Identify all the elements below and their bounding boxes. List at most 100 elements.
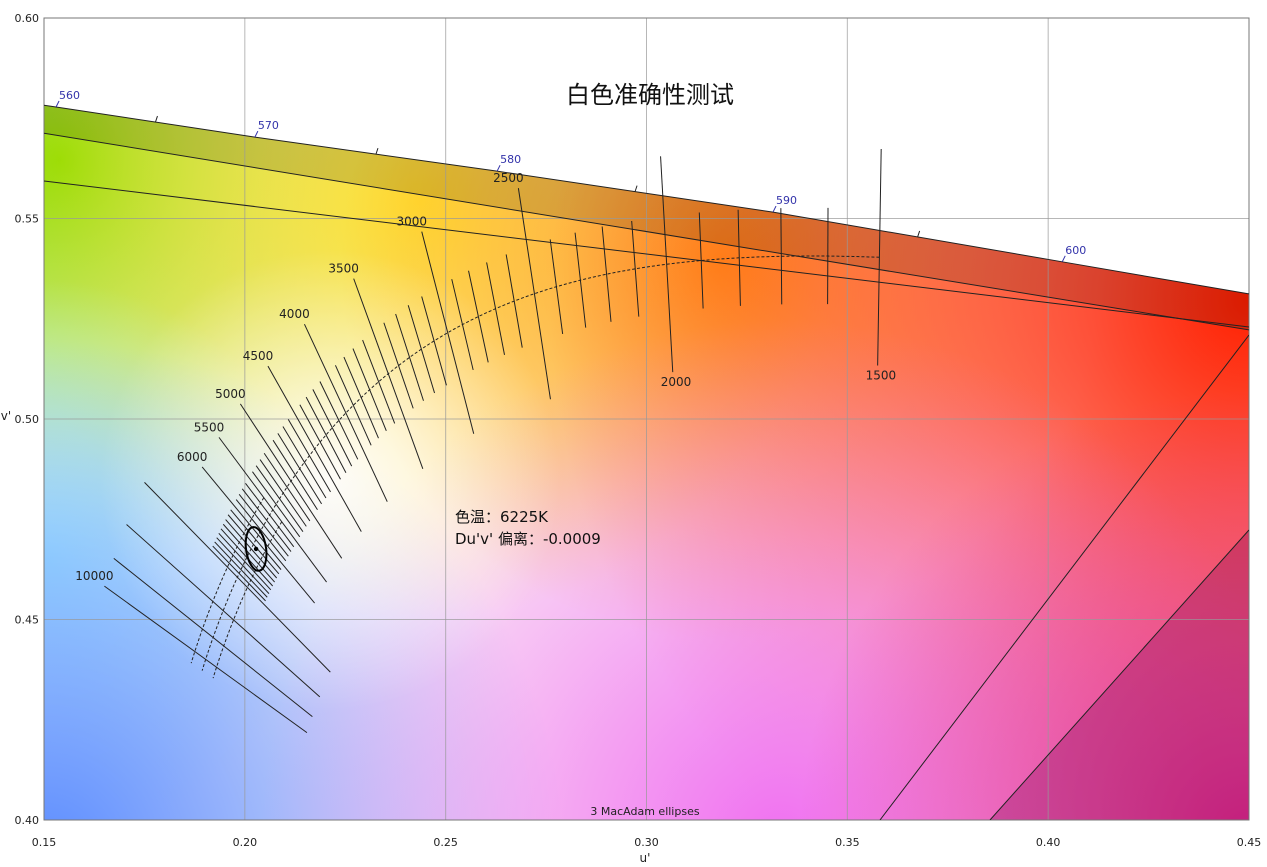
isotherm-line xyxy=(126,524,321,698)
footer-label: 3 MacAdam ellipses xyxy=(590,805,699,818)
boundary-line xyxy=(44,180,1249,328)
isotherm-line xyxy=(517,188,551,400)
isotherm-line xyxy=(104,585,308,734)
isotherm-line xyxy=(631,220,640,317)
isotherm-line xyxy=(877,149,882,366)
line-of-constant-hue xyxy=(44,132,1249,331)
isotherm-line xyxy=(601,226,612,322)
isotherm-line xyxy=(549,239,564,334)
wavelength-tick xyxy=(1061,255,1066,263)
isotherm-line xyxy=(305,396,347,473)
isotherm-line xyxy=(353,278,424,469)
isotherm-line xyxy=(230,509,282,570)
isotherm-line xyxy=(201,466,315,604)
isotherm-line xyxy=(486,262,505,355)
duv-tolerance-curve xyxy=(212,521,283,679)
chart-title: 白色准确性测试 xyxy=(566,81,734,109)
isotherm-line xyxy=(113,557,313,718)
wavelength-label: 600 xyxy=(1065,244,1086,257)
isotherm-line xyxy=(212,545,266,602)
y-axis-label: v' xyxy=(1,409,11,423)
cct-label: 5500 xyxy=(194,420,225,434)
y-tick-label: 0.45 xyxy=(15,614,40,627)
wavelength-tick xyxy=(55,100,60,108)
isotherm-line xyxy=(235,499,287,562)
wavelength-label: 570 xyxy=(258,119,279,132)
isotherm-line xyxy=(241,488,292,552)
duv-annotation: Du'v' 偏离：-0.0009 xyxy=(455,530,601,548)
axes: 0.15 0.20 0.25 0.30 0.35 0.40 0.45 0.40 0.45 0.50… xyxy=(15,12,1262,849)
isotherm-line xyxy=(272,439,318,511)
x-tick-label: 0.45 xyxy=(1237,836,1262,849)
isotherm-line xyxy=(255,465,304,532)
macadam-ellipse xyxy=(244,526,268,572)
cct-label: 3000 xyxy=(396,215,427,229)
isotherm-line xyxy=(362,339,396,424)
isotherm-line xyxy=(144,482,331,673)
x-axis-label: u' xyxy=(640,851,651,865)
wavelength-tick xyxy=(772,205,777,213)
isotherm-line xyxy=(303,323,388,502)
isotherm-line xyxy=(282,426,327,499)
isotherm-line xyxy=(259,459,307,527)
wavelength-label: 560 xyxy=(59,89,80,102)
isotherm-line xyxy=(383,322,414,409)
boundary-line xyxy=(879,334,1249,820)
isotherm-line xyxy=(319,381,359,460)
x-tick-label: 0.20 xyxy=(233,836,258,849)
isotherm-line xyxy=(780,208,783,305)
cct-label: 2000 xyxy=(661,375,692,389)
x-tick-label: 0.15 xyxy=(32,836,57,849)
isotherm-line xyxy=(312,389,353,467)
planckian-curve xyxy=(201,255,880,671)
isotherm-line xyxy=(252,471,301,538)
isotherm-line xyxy=(238,493,289,557)
isotherm-line xyxy=(277,433,323,505)
cct-label: 10000 xyxy=(75,569,113,583)
isotherm-line xyxy=(263,452,311,522)
isotherm-line xyxy=(267,365,362,532)
isotherm-line xyxy=(218,532,272,591)
isotherm-line xyxy=(574,232,587,328)
isotherm-line xyxy=(395,313,424,401)
isotherm-line xyxy=(287,419,331,493)
isotherm-line xyxy=(698,212,704,309)
isotherm-line xyxy=(216,537,270,594)
boundary-line xyxy=(989,529,1249,820)
y-tick-label: 0.40 xyxy=(15,814,40,827)
isotherm-line xyxy=(245,482,295,548)
x-tick-label: 0.35 xyxy=(835,836,860,849)
cct-label: 2500 xyxy=(493,171,524,185)
wavelength-label: 580 xyxy=(500,153,521,166)
isotherm-line xyxy=(352,348,387,432)
isotherm-line xyxy=(407,305,436,394)
x-tick-label: 0.30 xyxy=(634,836,659,849)
cct-label: 5000 xyxy=(215,387,246,401)
x-tick-label: 0.40 xyxy=(1036,836,1061,849)
y-tick-label: 0.55 xyxy=(15,213,40,226)
isotherm-line xyxy=(660,156,674,373)
measurement xyxy=(244,526,268,572)
wavelength-label: 590 xyxy=(776,194,797,207)
wavelength-minor-tick xyxy=(154,115,158,123)
isotherm-line xyxy=(505,254,523,348)
cct-label: 6000 xyxy=(177,450,208,464)
cct-label: 3500 xyxy=(328,262,359,276)
wavelength-tick xyxy=(254,130,259,138)
isotherm-line xyxy=(451,279,474,371)
isotherm-line xyxy=(227,514,280,575)
wavelength-minor-tick xyxy=(634,185,638,192)
isotherm-line xyxy=(343,356,379,439)
spectrum-labels: 560 570 580 590 600 xyxy=(55,89,1086,263)
isotherm-line xyxy=(218,437,327,583)
isotherm-line xyxy=(225,519,278,579)
cct-label: 4500 xyxy=(243,349,274,363)
isotherm-line xyxy=(421,231,475,434)
isotherm-line xyxy=(299,404,341,480)
isotherm-line xyxy=(421,296,447,386)
wavelength-minor-tick xyxy=(917,230,921,238)
isotherm-line xyxy=(222,523,276,583)
x-tick-label: 0.25 xyxy=(433,836,458,849)
cct-label: 1500 xyxy=(866,368,897,382)
